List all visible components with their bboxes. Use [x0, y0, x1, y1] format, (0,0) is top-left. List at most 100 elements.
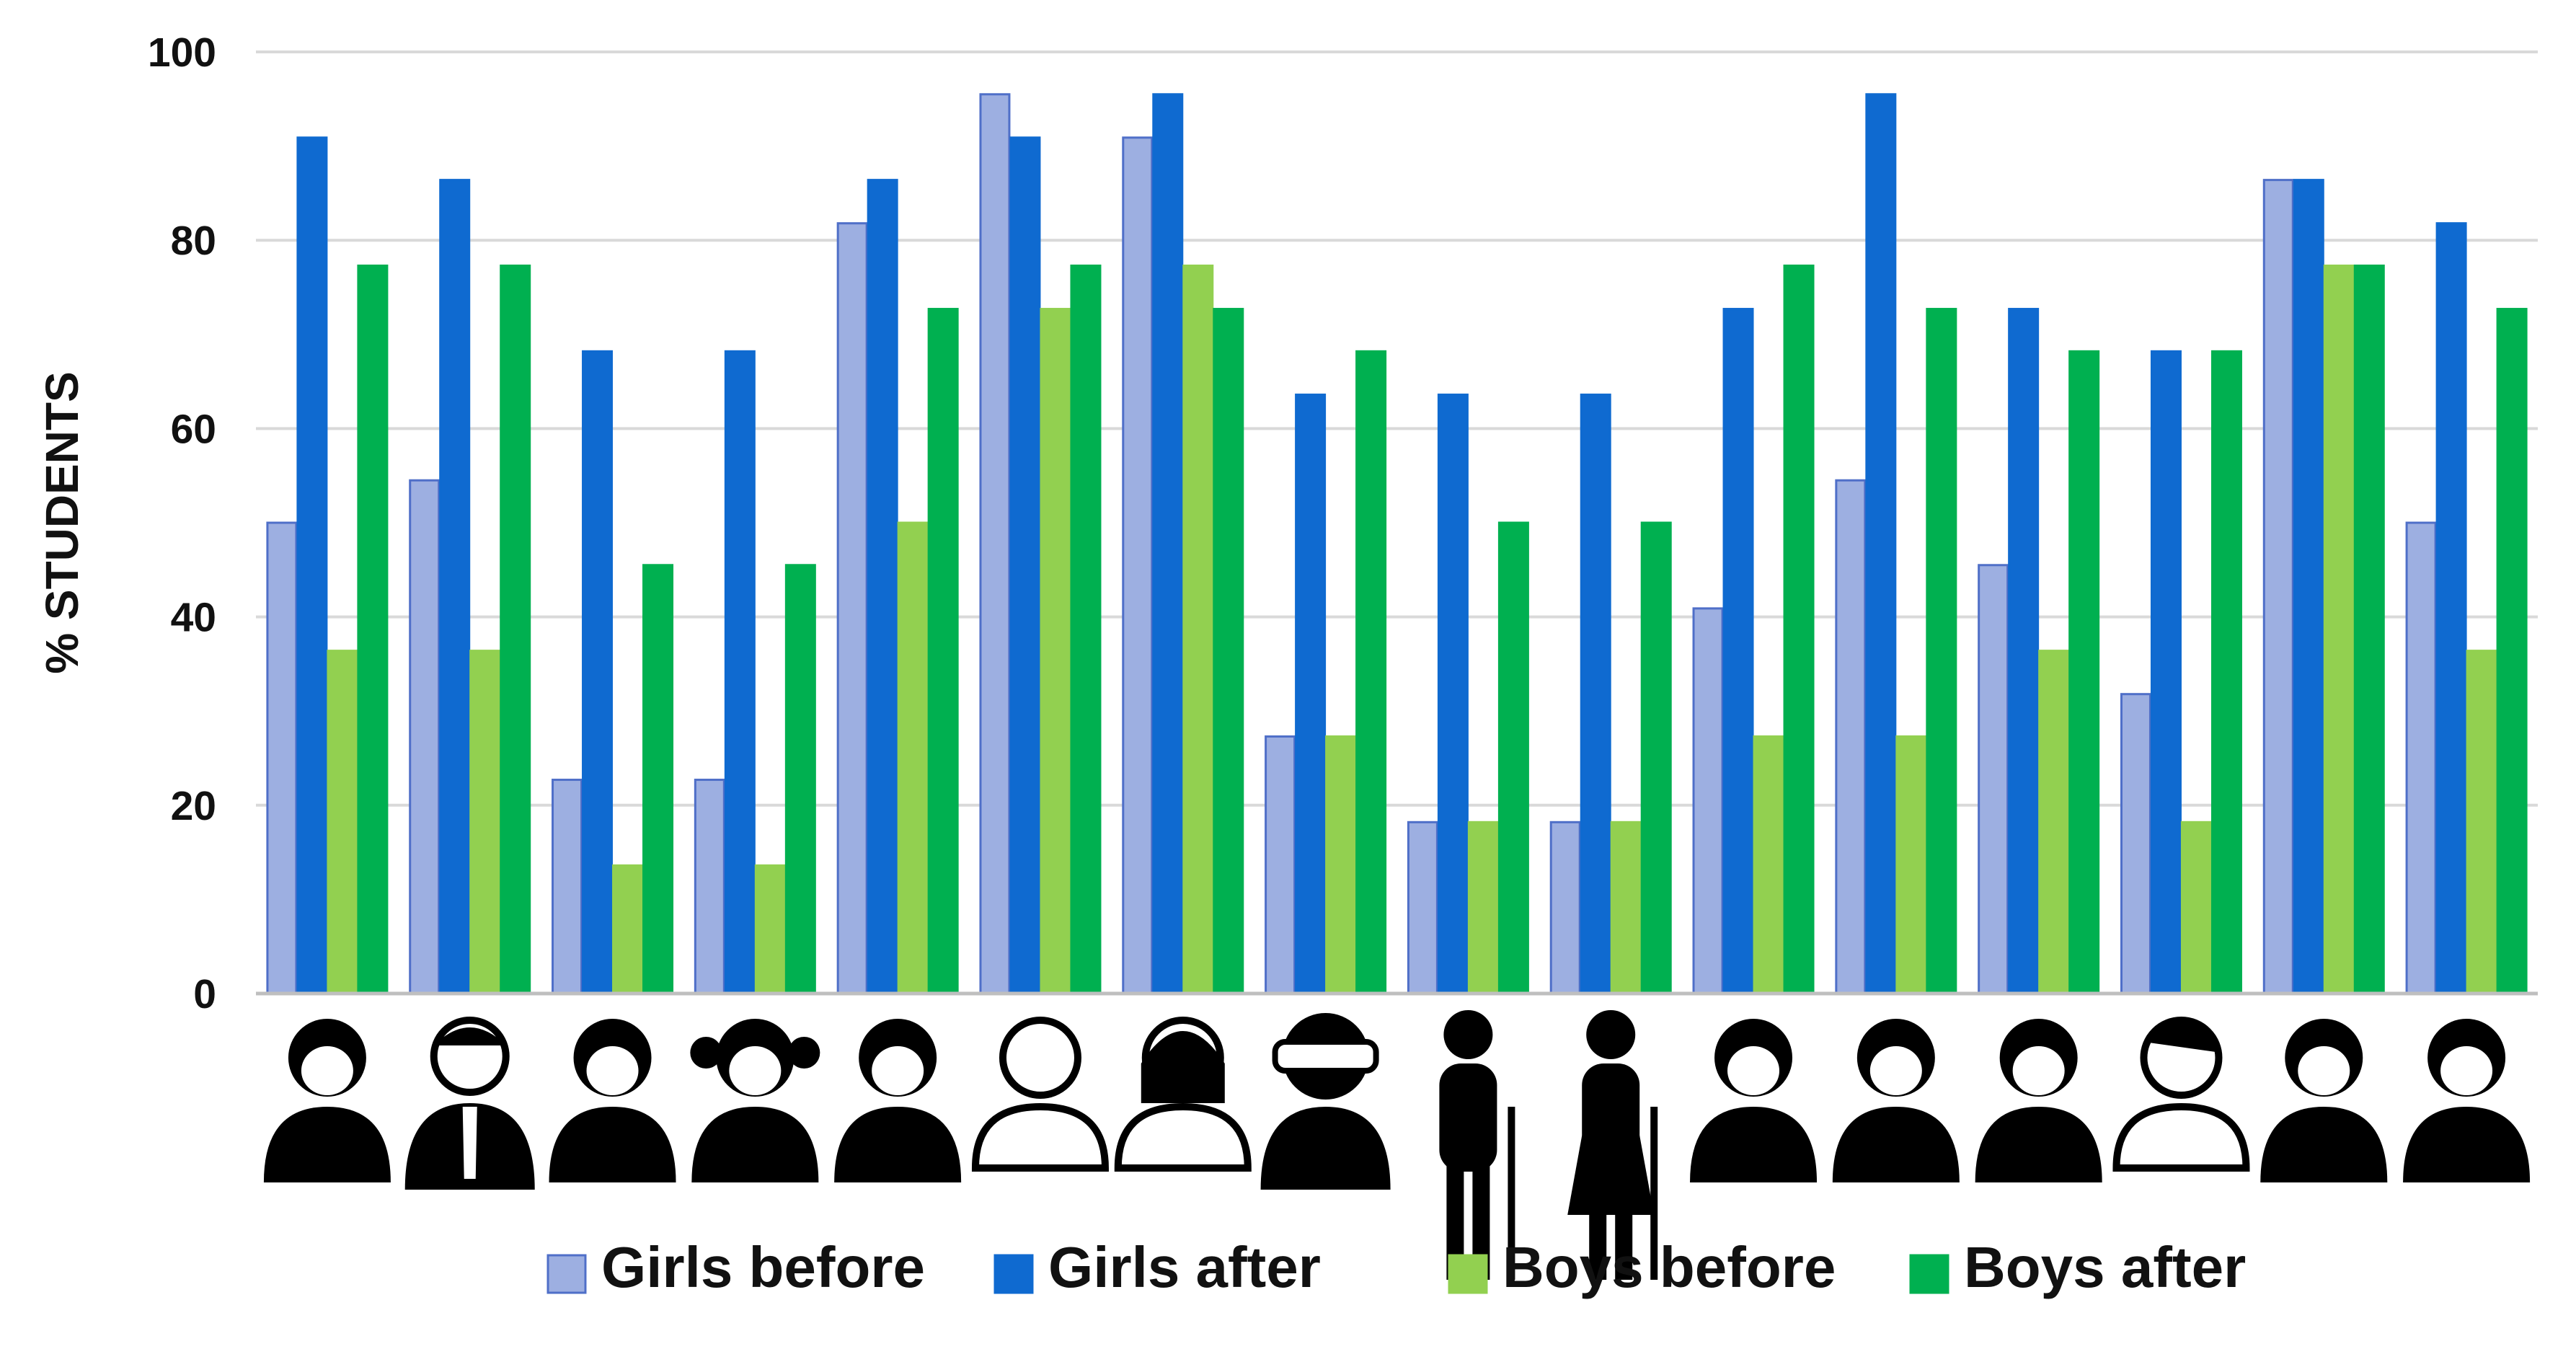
bar-girls-before-man-in-suit [409, 479, 441, 995]
bar-boys-after-angry-bald-man [2353, 264, 2385, 995]
legend-label-girls-before: Girls before [601, 1235, 925, 1299]
bar-boys-after-bearded-man [2068, 350, 2100, 995]
bar-girls-after-woman-portrait [296, 136, 328, 995]
legend-swatch-girls-before [546, 1254, 587, 1294]
y-axis-title: % STUDENTS [36, 371, 88, 674]
bar-girls-after-elderly-man-cane [1437, 393, 1469, 995]
woman-long-hair-icon [1690, 1019, 1818, 1182]
bar-girls-before-person-vr-headset [1265, 735, 1296, 995]
bar-boys-before-elderly-man-cane [1467, 821, 1499, 995]
bar-girls-after-elderly-woman-cane [1580, 393, 1611, 995]
bar-girls-before-bald-man-mustache [979, 93, 1011, 995]
bar-boys-before-woman-portrait [327, 650, 358, 995]
bar-boys-before-person-vr-headset [1325, 735, 1357, 995]
bar-girls-after-man-in-suit [439, 179, 471, 995]
bar-boys-after-elderly-man-cane [1497, 521, 1529, 995]
bar-girls-before-woman-long-hair [1692, 607, 1724, 995]
legend-label-boys-after: Boys after [1964, 1235, 2246, 1299]
bar-boys-before-elderly-woman-cane [1610, 821, 1642, 995]
y-tick-label: 60 [171, 406, 216, 452]
bar-boys-after-woman-hair [1926, 308, 1957, 995]
bar-boys-before-woman-badge [1182, 264, 1214, 995]
legend-label-boys-before: Boys before [1502, 1235, 1836, 1299]
bar-girls-after-woman-hair [1865, 93, 1897, 995]
bar-boys-before-man-short-hair [2466, 650, 2497, 995]
bar-girls-before-woman-glasses [836, 222, 868, 995]
bar-girls-after-bald-man-mustache [1009, 136, 1041, 995]
legend-swatch-boys-before [1448, 1254, 1488, 1294]
bar-boys-after-bald-man-mustache [1070, 264, 1102, 995]
category-icons [263, 1010, 2531, 1280]
bar-girls-after-woman-long-hair [1722, 308, 1754, 995]
young-man-tousled-hair-icon [2112, 1017, 2250, 1172]
bar-girls-after-man-short-hair [2435, 222, 2467, 995]
elderly-woman-cane-icon [1567, 1010, 1658, 1280]
bar-boys-before-woman-long-hair [1753, 735, 1784, 995]
bar-girls-before-boy [552, 779, 583, 995]
man-short-hair-icon [2403, 1019, 2531, 1182]
legend-label-girls-after: Girls after [1048, 1235, 1321, 1299]
y-tick-label: 100 [148, 30, 216, 76]
bar-boys-before-young-man-tousled-hair [2180, 821, 2212, 995]
person-vr-headset-icon [1260, 1013, 1391, 1190]
man-in-suit-icon [404, 1017, 535, 1190]
y-tick-label: 40 [171, 595, 216, 641]
woman-badge-icon [1114, 1017, 1252, 1172]
legend-swatch-girls-after [993, 1254, 1034, 1294]
bar-boys-after-man-in-suit [500, 264, 531, 995]
legend: Girls before Girls after Boys before Boys a… [546, 1235, 2246, 1299]
bar-girls-before-woman-portrait [266, 521, 298, 995]
bar-boys-after-woman-glasses [927, 308, 959, 995]
bar-girls-after-woman-glasses [867, 179, 898, 995]
bar-girls-before-girl-pigtails [694, 779, 725, 995]
bar-girls-after-boy [582, 350, 614, 995]
bar-girls-before-elderly-woman-cane [1549, 821, 1581, 995]
woman-glasses-icon [834, 1019, 962, 1182]
bar-boys-before-angry-bald-man [2323, 264, 2355, 995]
bar-boys-before-girl-pigtails [754, 864, 786, 995]
bar-girls-after-angry-bald-man [2293, 179, 2324, 995]
bar-girls-after-girl-pigtails [724, 350, 756, 995]
boy-icon [549, 1019, 676, 1182]
bar-boys-before-boy [612, 864, 644, 995]
bar-boys-after-boy [642, 564, 674, 995]
bar-boys-after-man-short-hair [2496, 308, 2528, 995]
bar-boys-before-bearded-man [2038, 650, 2070, 995]
woman-hair-icon [1832, 1019, 1960, 1182]
bald-man-mustache-icon [971, 1017, 1109, 1172]
bar-girls-after-young-man-tousled-hair [2150, 350, 2182, 995]
bar-girls-before-man-short-hair [2405, 521, 2437, 995]
bar-boys-before-woman-glasses [897, 521, 929, 995]
bars [266, 93, 2528, 995]
bar-boys-before-woman-hair [1895, 735, 1927, 995]
bar-boys-after-young-man-tousled-hair [2210, 350, 2242, 995]
girl-pigtails-icon [690, 1019, 820, 1182]
bar-girls-before-angry-bald-man [2262, 179, 2294, 995]
y-tick-label: 0 [193, 971, 216, 1017]
bar-boys-after-elderly-woman-cane [1640, 521, 1672, 995]
bar-boys-after-girl-pigtails [784, 564, 816, 995]
y-tick-label: 20 [171, 783, 216, 829]
bearded-man-icon [1975, 1019, 2102, 1182]
bar-boys-after-woman-portrait [357, 264, 389, 995]
bar-boys-after-woman-badge [1213, 308, 1244, 995]
angry-bald-man-icon [2260, 1019, 2388, 1182]
bar-girls-before-elderly-man-cane [1407, 821, 1438, 995]
legend-swatch-boys-after [1909, 1254, 1949, 1294]
bar-girls-before-young-man-tousled-hair [2120, 693, 2151, 995]
bar-boys-before-bald-man-mustache [1040, 308, 1071, 995]
bar-girls-after-person-vr-headset [1295, 393, 1327, 995]
bar-girls-before-woman-badge [1122, 136, 1154, 995]
bar-girls-before-bearded-man [1978, 564, 2009, 995]
bar-girls-before-woman-hair [1835, 479, 1867, 995]
y-tick-label: 80 [171, 218, 216, 264]
axes: 0 20 40 60 80 100 % STUDENTS [36, 30, 2538, 1017]
bar-boys-before-man-in-suit [469, 650, 501, 995]
bar-girls-after-woman-badge [1152, 93, 1184, 995]
bar-boys-after-person-vr-headset [1355, 350, 1387, 995]
bar-girls-after-bearded-man [2008, 308, 2040, 995]
bar-boys-after-woman-long-hair [1783, 264, 1815, 995]
woman-portrait-icon [263, 1019, 391, 1182]
